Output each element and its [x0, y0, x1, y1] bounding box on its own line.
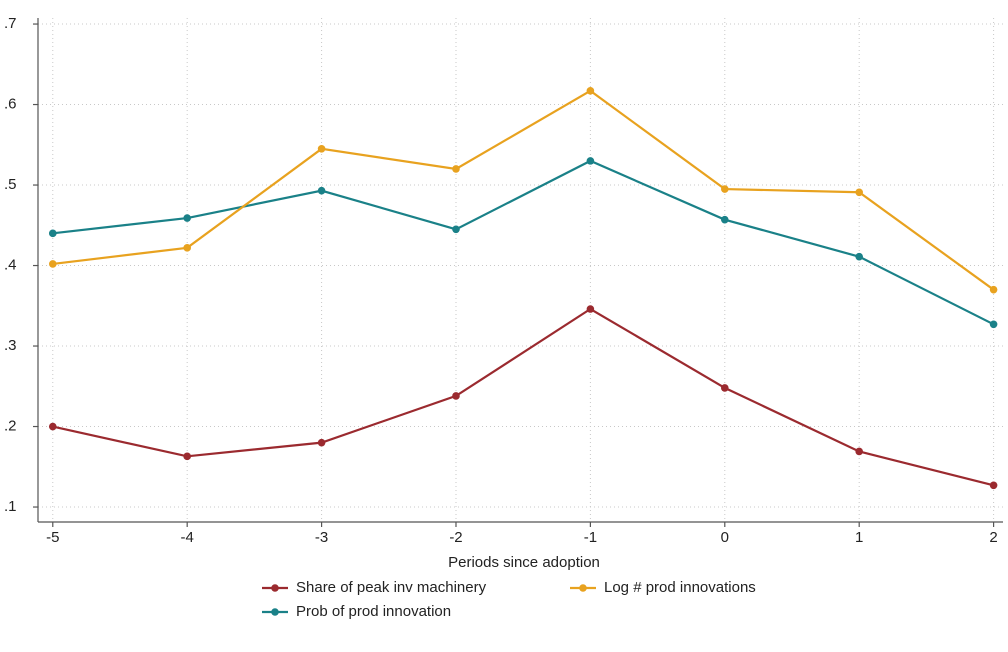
data-point [48, 260, 57, 268]
data-point [989, 481, 998, 490]
data-point [989, 285, 998, 294]
y-tick-label: .5 [4, 176, 17, 193]
series-line [52, 307, 994, 487]
x-tick-label: 1 [855, 529, 863, 546]
x-tick-label: -1 [584, 529, 597, 546]
data-point [317, 145, 326, 153]
data-point [317, 438, 326, 447]
data-point [317, 186, 326, 195]
x-tick-label: -3 [315, 529, 328, 546]
data-point [183, 244, 191, 252]
data-point [855, 252, 863, 261]
x-tick-label: -2 [449, 529, 462, 546]
data-point [586, 87, 595, 95]
data-point [855, 447, 863, 456]
legend-marker [271, 584, 279, 592]
y-tick-label: .6 [4, 96, 17, 113]
x-tick-label: -5 [46, 529, 59, 546]
y-tick-label: .3 [4, 337, 17, 354]
data-point [586, 157, 595, 165]
data-point [720, 185, 729, 193]
legend-marker [579, 584, 587, 592]
data-point [452, 225, 460, 234]
data-point [586, 305, 595, 313]
data-point [183, 214, 191, 222]
data-point [48, 229, 57, 238]
y-tick-label: .7 [4, 15, 17, 32]
y-tick-label: .1 [4, 498, 17, 515]
legend-label: Share of peak inv machinery [296, 579, 487, 596]
data-point [720, 384, 729, 392]
x-axis-title: Periods since adoption [448, 554, 600, 571]
y-tick-label: .4 [4, 257, 17, 274]
x-tick-label: 0 [721, 529, 729, 546]
x-tick-label: -4 [181, 529, 194, 546]
data-point [48, 422, 57, 431]
data-point [452, 392, 460, 400]
series-line [52, 89, 995, 291]
series-line [52, 159, 995, 326]
x-tick-label: 2 [989, 529, 997, 546]
data-point [720, 215, 729, 224]
legend-label: Prob of prod innovation [296, 603, 451, 620]
data-point [183, 452, 191, 461]
y-tick-label: .2 [4, 417, 17, 434]
data-point [989, 320, 998, 329]
legend-label: Log # prod innovations [604, 579, 756, 596]
legend-marker [271, 608, 279, 616]
data-point [452, 165, 460, 173]
data-point [855, 188, 863, 197]
